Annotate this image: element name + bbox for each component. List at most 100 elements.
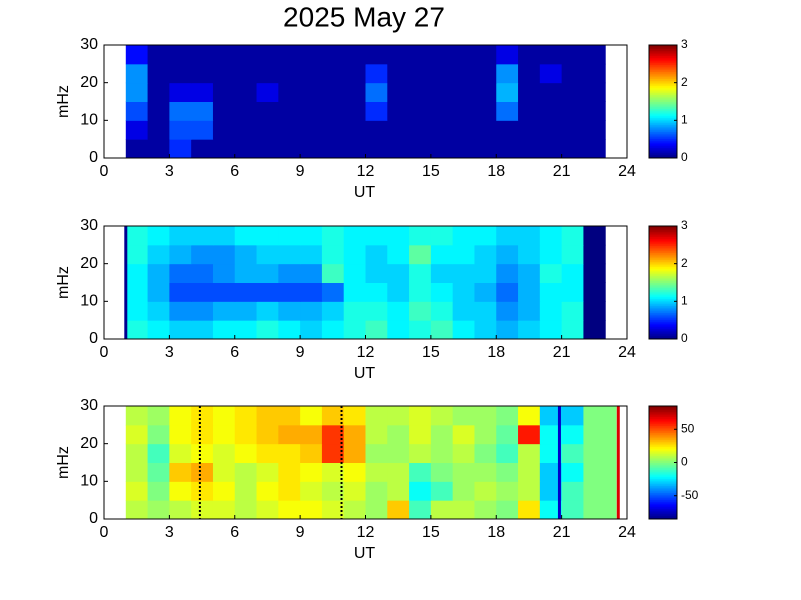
heat-cell — [169, 301, 192, 321]
chart-title: 2025 May 27 — [283, 1, 445, 32]
colorbar-swatch — [649, 305, 677, 308]
heat-cell — [191, 320, 214, 340]
colorbar-swatch — [649, 467, 677, 471]
heat-cell — [409, 301, 432, 321]
colorbar-swatch — [649, 418, 677, 421]
heat-cell — [518, 139, 541, 159]
heat-cell — [387, 282, 410, 302]
x-tick-label: 3 — [165, 524, 174, 541]
colorbar-swatch — [649, 416, 677, 419]
heat-cell — [300, 244, 323, 265]
heat-cell — [191, 244, 214, 265]
colorbar-swatch — [649, 147, 677, 150]
heat-cell — [365, 263, 388, 283]
colorbar-swatch — [649, 52, 677, 55]
heat-cell — [343, 301, 366, 321]
heat-cell — [278, 139, 301, 159]
heat-cell — [278, 443, 301, 463]
heat-cell — [300, 226, 323, 246]
colorbar-swatch — [649, 511, 677, 515]
heat-cell — [300, 406, 323, 426]
colorbar-swatch — [649, 448, 677, 451]
colorbar-swatch — [649, 257, 677, 261]
colorbar-swatch — [649, 76, 677, 80]
heat-cell — [583, 443, 617, 463]
heat-cell — [212, 63, 236, 84]
colorbar-swatch — [649, 284, 677, 287]
heat-cell — [496, 45, 519, 65]
heat-cell — [278, 406, 301, 426]
heat-cell — [430, 120, 454, 140]
heat-cell — [343, 424, 366, 445]
heat-cell — [321, 406, 345, 426]
heat-cell — [430, 500, 454, 520]
colorbar-swatch — [649, 256, 677, 259]
heat-cell — [496, 244, 519, 265]
colorbar-swatch — [649, 506, 677, 509]
heat-cell — [278, 101, 301, 121]
x-tick-label: 12 — [357, 163, 375, 180]
heat-cell — [430, 226, 454, 246]
heat-cell — [496, 320, 519, 340]
heat-cell — [147, 45, 170, 65]
heat-cell — [234, 443, 258, 463]
heat-cell — [409, 120, 432, 140]
colorbar-swatch — [649, 492, 677, 495]
heat-cell — [321, 263, 345, 283]
colorbar-swatch — [649, 119, 677, 122]
colorbar-swatch — [649, 466, 677, 469]
heat-cell — [300, 139, 323, 159]
heat-cell — [496, 424, 519, 445]
colorbar-tick-label: 0 — [681, 331, 688, 345]
colorbar-swatch — [649, 326, 677, 329]
x-tick-label: 3 — [165, 344, 174, 361]
heat-cell — [583, 120, 606, 140]
heat-cell — [169, 244, 192, 265]
heat-cell — [212, 139, 236, 159]
colorbar-swatch — [649, 423, 677, 426]
x-tick-label: 9 — [296, 163, 305, 180]
heat-cell — [343, 500, 366, 520]
heat-cell — [256, 244, 279, 265]
colorbar-swatch — [649, 67, 677, 71]
heat-cell — [147, 120, 170, 140]
heat-cell — [452, 63, 475, 84]
heat-cell — [212, 101, 236, 121]
colorbar-tick-label: 1 — [681, 113, 688, 127]
heat-cell — [321, 226, 345, 246]
x-tick-label: 9 — [296, 344, 305, 361]
heat-cell — [365, 226, 388, 246]
heat-cell — [518, 82, 541, 102]
heat-cell — [147, 82, 170, 102]
heat-cell — [125, 139, 149, 159]
heat-cell — [256, 462, 279, 482]
heat-cell — [496, 101, 519, 121]
heat-cell — [452, 82, 475, 102]
colorbar-swatch — [649, 453, 677, 456]
colorbar-swatch — [649, 316, 677, 319]
colorbar-swatch — [649, 273, 677, 276]
heat-cell — [125, 481, 149, 501]
y-tick-label: 30 — [80, 397, 98, 414]
y-tick-label: 10 — [80, 293, 98, 310]
heat-cell — [169, 424, 192, 445]
heat-cell — [452, 226, 475, 246]
colorbar-swatch — [649, 143, 677, 147]
colorbar-swatch — [649, 261, 677, 264]
heat-cell — [430, 244, 454, 265]
heat-cell — [430, 301, 454, 321]
heat-cell — [191, 406, 214, 426]
colorbar-swatch — [649, 245, 677, 248]
x-tick-label: 18 — [487, 344, 505, 361]
heat-cell — [321, 301, 345, 321]
heat-cell — [474, 462, 497, 482]
colorbar-swatch — [649, 312, 677, 315]
x-tick-label: 6 — [230, 344, 239, 361]
heat-cell — [343, 226, 366, 246]
heat-cell — [191, 301, 214, 321]
heat-cell — [583, 481, 617, 501]
colorbar-swatch — [649, 264, 677, 268]
heat-cell — [474, 244, 497, 265]
heat-cell — [539, 301, 563, 321]
